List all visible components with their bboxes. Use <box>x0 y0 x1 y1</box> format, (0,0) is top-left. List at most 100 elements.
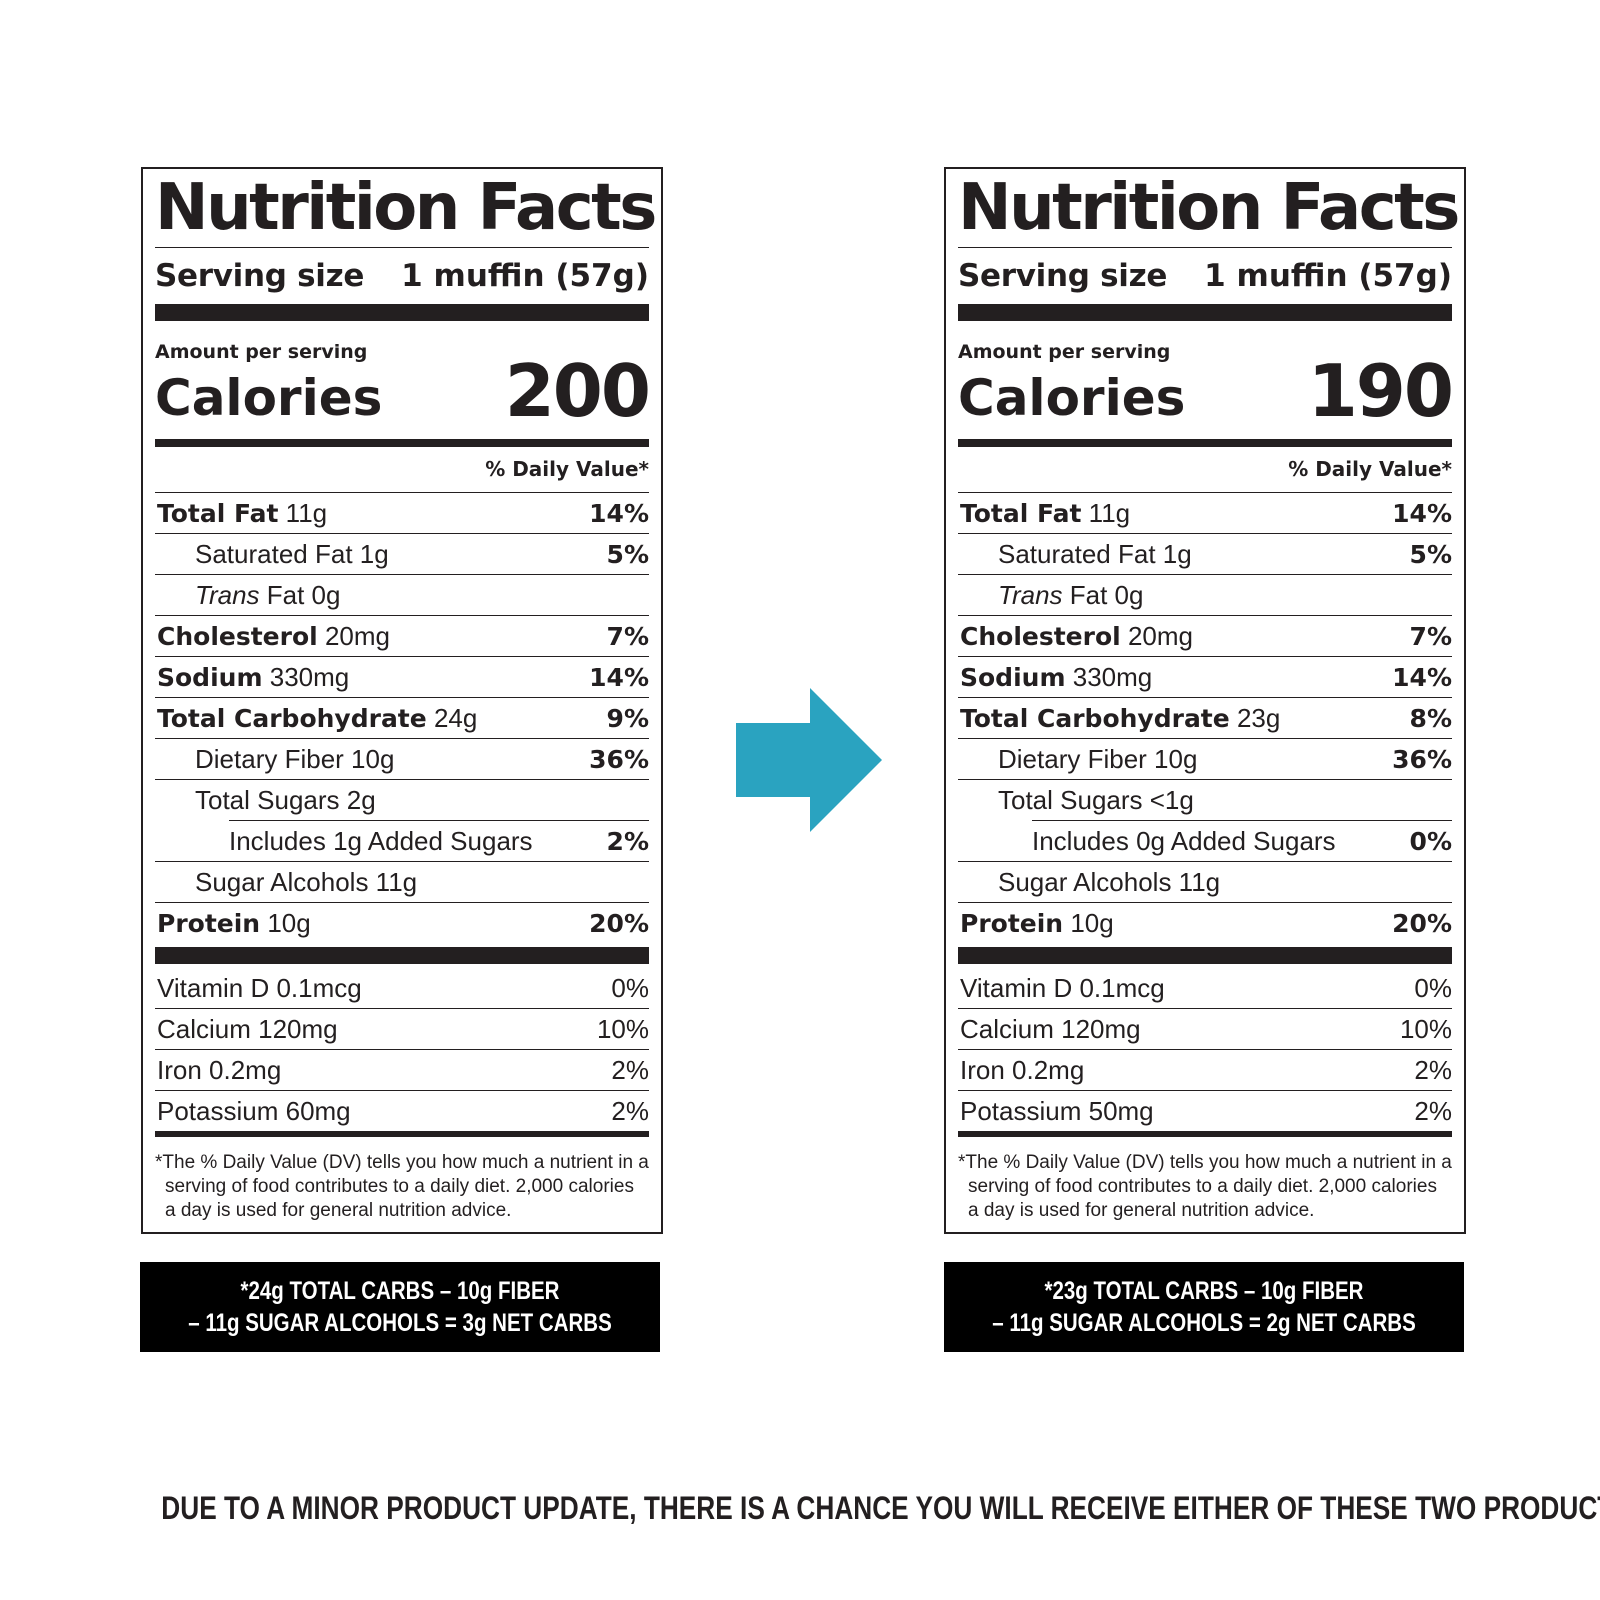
nutrient-amount: 11g <box>1088 497 1131 528</box>
nutrient-name: Dietary Fiber 10g <box>998 743 1198 774</box>
vitamin-dv: 2% <box>611 1095 649 1126</box>
nutrient-dv: 20% <box>589 908 649 938</box>
medium-divider <box>958 1131 1452 1137</box>
nutrient-name: Cholesterol <box>157 621 318 651</box>
vitamin-row-d: Vitamin D 0.1mcg 0% <box>958 968 1452 1008</box>
nutrient-row-protein: Protein 10g 20% <box>155 903 649 943</box>
serving-size-row: Serving size 1 muffin (57g) <box>155 248 649 304</box>
nutrient-row-total-fat: Total Fat 11g 14% <box>958 493 1452 533</box>
serving-size-value: 1 muffin (57g) <box>1204 258 1452 294</box>
nutrient-amount: 20mg <box>324 620 390 651</box>
serving-size-value: 1 muffin (57g) <box>401 258 649 294</box>
nutrient-row-total-sugars: Total Sugars <1g <box>958 780 1452 820</box>
thick-divider <box>958 947 1452 964</box>
nutrient-row-added-sugars: Includes 1g Added Sugars 2% <box>155 821 649 861</box>
vitamin-dv: 2% <box>1414 1095 1452 1126</box>
nutrient-amount: 330mg <box>269 661 350 692</box>
medium-divider <box>155 439 649 447</box>
nutrient-amount: 20mg <box>1127 620 1193 651</box>
nutrient-name: Total Carbohydrate <box>157 703 427 733</box>
vitamin-row-iron: Iron 0.2mg 2% <box>155 1050 649 1090</box>
nutrient-dv: 0% <box>1409 826 1452 856</box>
nutrition-facts-title: Nutrition Facts <box>155 171 657 245</box>
nutrient-name: Protein <box>157 908 261 938</box>
nutrient-row-dietary-fiber: Dietary Fiber 10g 36% <box>958 739 1452 779</box>
vitamin-row-potassium: Potassium 60mg 2% <box>155 1091 649 1131</box>
net-carbs-line-2: – 11g SUGAR ALCOHOLS = 3g NET CARBS <box>188 1309 612 1337</box>
nutrient-amount: 23g <box>1236 702 1281 733</box>
thick-divider <box>958 304 1452 321</box>
nutrient-name: Protein <box>960 908 1064 938</box>
product-update-notice-text: DUE TO A MINOR PRODUCT UPDATE, THERE IS … <box>161 1490 1600 1526</box>
vitamin-dv: 0% <box>611 972 649 1003</box>
nutrient-dv: 8% <box>1409 703 1452 733</box>
nutrient-name: Total Fat <box>960 498 1082 528</box>
nutrition-label-after: Nutrition Facts Serving size 1 muffin (5… <box>944 167 1466 1234</box>
nutrient-dv: 5% <box>606 539 649 569</box>
serving-size-row: Serving size 1 muffin (57g) <box>958 248 1452 304</box>
nutrient-dv: 5% <box>1409 539 1452 569</box>
nutrient-row-cholesterol: Cholesterol 20mg 7% <box>958 616 1452 656</box>
nutrient-amount: 10g <box>267 907 311 938</box>
nutrient-row-sodium: Sodium 330mg 14% <box>155 657 649 697</box>
thick-divider <box>155 304 649 321</box>
nutrient-row-saturated-fat: Saturated Fat 1g 5% <box>155 534 649 574</box>
medium-divider <box>155 1131 649 1137</box>
calories-value: 200 <box>504 349 651 433</box>
amount-per-serving: Amount per serving <box>155 341 368 363</box>
trans-italic: Trans <box>998 579 1063 610</box>
nutrient-row-trans-fat: Trans Fat 0g <box>958 575 1452 615</box>
daily-value-footnote: *The % Daily Value (DV) tells you how mu… <box>155 1152 649 1221</box>
nutrient-amount: 10g <box>1070 907 1114 938</box>
daily-value-header: % Daily Value* <box>1288 457 1452 481</box>
thick-divider <box>155 947 649 964</box>
vitamin-row-iron: Iron 0.2mg 2% <box>958 1050 1452 1090</box>
nutrient-row-total-carbohydrate: Total Carbohydrate 23g 8% <box>958 698 1452 738</box>
nutrient-row-total-carbohydrate: Total Carbohydrate 24g 9% <box>155 698 649 738</box>
nutrient-name: Sugar Alcohols 11g <box>998 866 1221 897</box>
nutrient-dv: 9% <box>606 703 649 733</box>
nutrient-name: Fat 0g <box>266 579 341 610</box>
nutrient-name: Sodium <box>157 662 263 692</box>
vitamin-dv: 2% <box>611 1054 649 1085</box>
nutrient-row-trans-fat: Trans Fat 0g <box>155 575 649 615</box>
calories-label: Calories <box>155 369 383 427</box>
nutrient-row-protein: Protein 10g 20% <box>958 903 1452 943</box>
nutrient-name: Saturated Fat 1g <box>195 538 389 569</box>
vitamin-row-calcium: Calcium 120mg 10% <box>958 1009 1452 1049</box>
serving-size-label: Serving size <box>958 258 1168 294</box>
nutrient-name: Sodium <box>960 662 1066 692</box>
vitamin-name: Potassium 60mg <box>157 1095 351 1126</box>
nutrient-dv: 14% <box>1392 662 1452 692</box>
net-carbs-line-1: *24g TOTAL CARBS – 10g FIBER <box>240 1277 560 1305</box>
nutrient-dv: 36% <box>1392 744 1452 774</box>
trans-italic: Trans <box>195 579 260 610</box>
vitamin-dv: 0% <box>1414 972 1452 1003</box>
nutrient-dv: 7% <box>606 621 649 651</box>
vitamin-row-d: Vitamin D 0.1mcg 0% <box>155 968 649 1008</box>
vitamin-dv: 10% <box>596 1013 649 1044</box>
net-carbs-line-1: *23g TOTAL CARBS – 10g FIBER <box>1044 1277 1364 1305</box>
nutrient-name: Fat 0g <box>1069 579 1144 610</box>
nutrient-name: Total Fat <box>157 498 279 528</box>
vitamin-name: Iron 0.2mg <box>960 1054 1085 1085</box>
calories-row: Calories 200 <box>155 355 651 427</box>
amount-per-serving: Amount per serving <box>958 341 1171 363</box>
nutrient-dv: 2% <box>606 826 649 856</box>
net-carbs-line-2: – 11g SUGAR ALCOHOLS = 2g NET CARBS <box>992 1309 1416 1337</box>
nutrient-name: Total Sugars 2g <box>195 784 376 815</box>
calories-label: Calories <box>958 369 1186 427</box>
nutrient-row-cholesterol: Cholesterol 20mg 7% <box>155 616 649 656</box>
daily-value-header: % Daily Value* <box>485 457 649 481</box>
nutrient-row-saturated-fat: Saturated Fat 1g 5% <box>958 534 1452 574</box>
vitamin-name: Iron 0.2mg <box>157 1054 282 1085</box>
medium-divider <box>958 439 1452 447</box>
vitamin-name: Calcium 120mg <box>157 1013 338 1044</box>
nutrient-name: Includes 0g Added Sugars <box>1032 825 1336 856</box>
nutrient-name: Includes 1g Added Sugars <box>229 825 533 856</box>
product-update-notice: DUE TO A MINOR PRODUCT UPDATE, THERE IS … <box>0 1490 1600 1527</box>
daily-value-footnote: *The % Daily Value (DV) tells you how mu… <box>958 1152 1452 1221</box>
nutrient-name: Total Carbohydrate <box>960 703 1230 733</box>
nutrient-dv: 36% <box>589 744 649 774</box>
nutrient-name: Total Sugars <1g <box>998 784 1194 815</box>
